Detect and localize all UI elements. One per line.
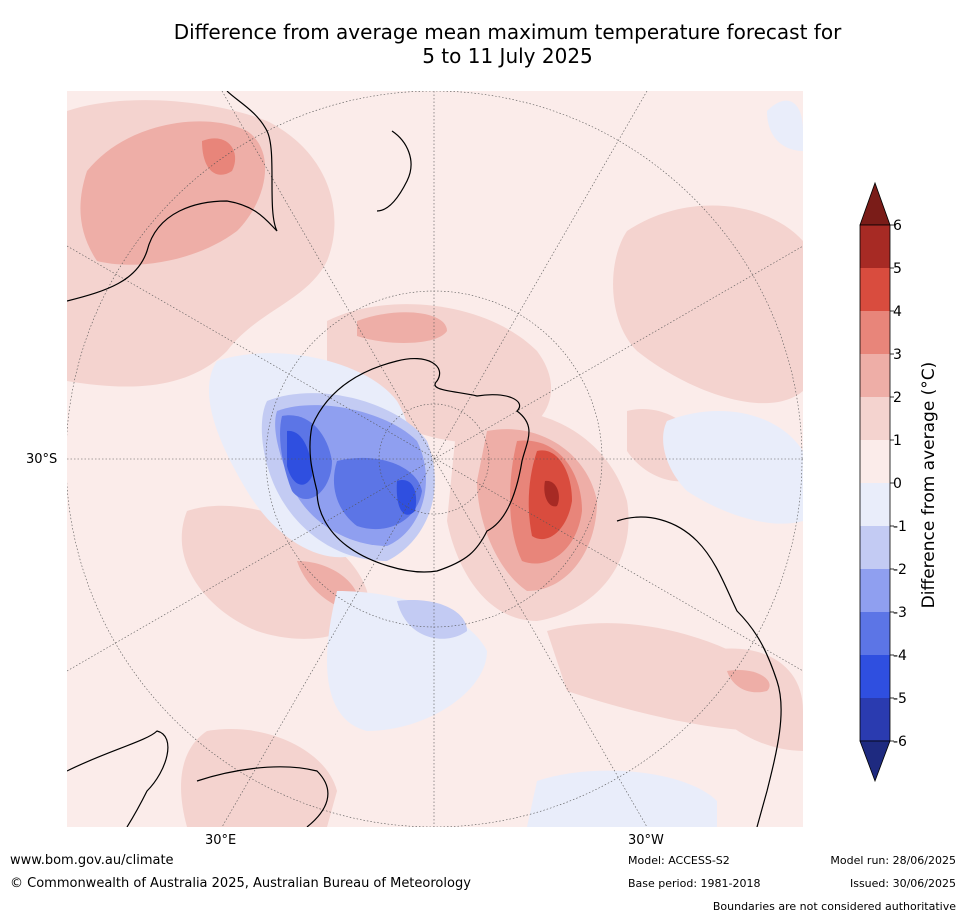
lon-label-30w: 30°W — [628, 833, 664, 848]
title-line-2: 5 to 11 July 2025 — [422, 44, 593, 68]
colorbar-tick-label: 1 — [893, 433, 902, 449]
colorbar-swatch — [860, 225, 890, 268]
australia-coast — [67, 91, 278, 302]
colorbar-tick-label: 5 — [893, 261, 902, 277]
colorbar-swatch — [860, 569, 890, 612]
map-title: Difference from average mean maximum tem… — [0, 20, 965, 68]
colorbar-tick-label: 6 — [893, 218, 902, 234]
colorbar-extend-bottom — [859, 740, 891, 783]
colorbar-tick-label: -4 — [893, 648, 907, 664]
colorbar-swatch — [860, 311, 890, 354]
colorbar-tick-label: 3 — [893, 347, 902, 363]
base-period-text: Base period: 1981-2018 — [628, 877, 761, 890]
title-line-1: Difference from average mean maximum tem… — [173, 20, 842, 44]
lat-label-30s: 30°S — [26, 452, 58, 467]
graticule — [67, 91, 803, 827]
colorbar-tick-label: -6 — [893, 734, 907, 750]
colorbar-swatch — [860, 483, 890, 526]
colorbar-tick-label: -1 — [893, 519, 907, 535]
copyright-text: © Commonwealth of Australia 2025, Austra… — [10, 876, 471, 891]
colorbar-swatch — [860, 397, 890, 440]
colorbar-swatch — [860, 268, 890, 311]
colorbar-extend-top — [859, 181, 891, 226]
lon-label-30e: 30°E — [205, 833, 237, 848]
model-text: Model: ACCESS-S2 — [628, 854, 730, 867]
colorbar-label-wrap: Difference from average (°C) — [919, 362, 939, 609]
africa-coast — [67, 730, 169, 827]
colorbar-swatch — [860, 612, 890, 655]
south-america-coast — [616, 516, 782, 827]
colorbar-label: Difference from average (°C) — [919, 362, 939, 609]
colorbar: 6 5 4 3 2 1 0 -1 -2 -3 -4 -5 -6 — [859, 181, 907, 783]
colorbar-swatch — [860, 354, 890, 397]
issued-text: Issued: 30/06/2025 — [849, 877, 956, 890]
colorbar-tick-label: 0 — [893, 476, 902, 492]
colorbar-swatch — [860, 526, 890, 569]
coastlines — [67, 91, 782, 827]
warm-anomaly-peak — [544, 480, 559, 507]
anomaly-map — [67, 91, 803, 827]
colorbar-tick-label: 4 — [893, 304, 902, 320]
colorbar-tick-label: -5 — [893, 691, 907, 707]
colorbar-tick-label: -3 — [893, 605, 907, 621]
new-zealand-coast — [376, 130, 412, 212]
colorbar-swatch — [860, 655, 890, 698]
madagascar-coast — [196, 766, 329, 827]
model-run-text: Model run: 28/06/2025 — [830, 854, 956, 867]
cool-anomaly-4-5 — [287, 430, 417, 515]
disclaimer-text: Boundaries are not considered authoritat… — [712, 900, 956, 913]
website-link[interactable]: www.bom.gov.au/climate — [10, 853, 174, 868]
antarctica-coast — [309, 357, 530, 573]
colorbar-swatch — [860, 698, 890, 741]
colorbar-tick-label: -2 — [893, 562, 907, 578]
colorbar-swatch — [860, 440, 890, 483]
colorbar-tick-label: 2 — [893, 390, 902, 406]
